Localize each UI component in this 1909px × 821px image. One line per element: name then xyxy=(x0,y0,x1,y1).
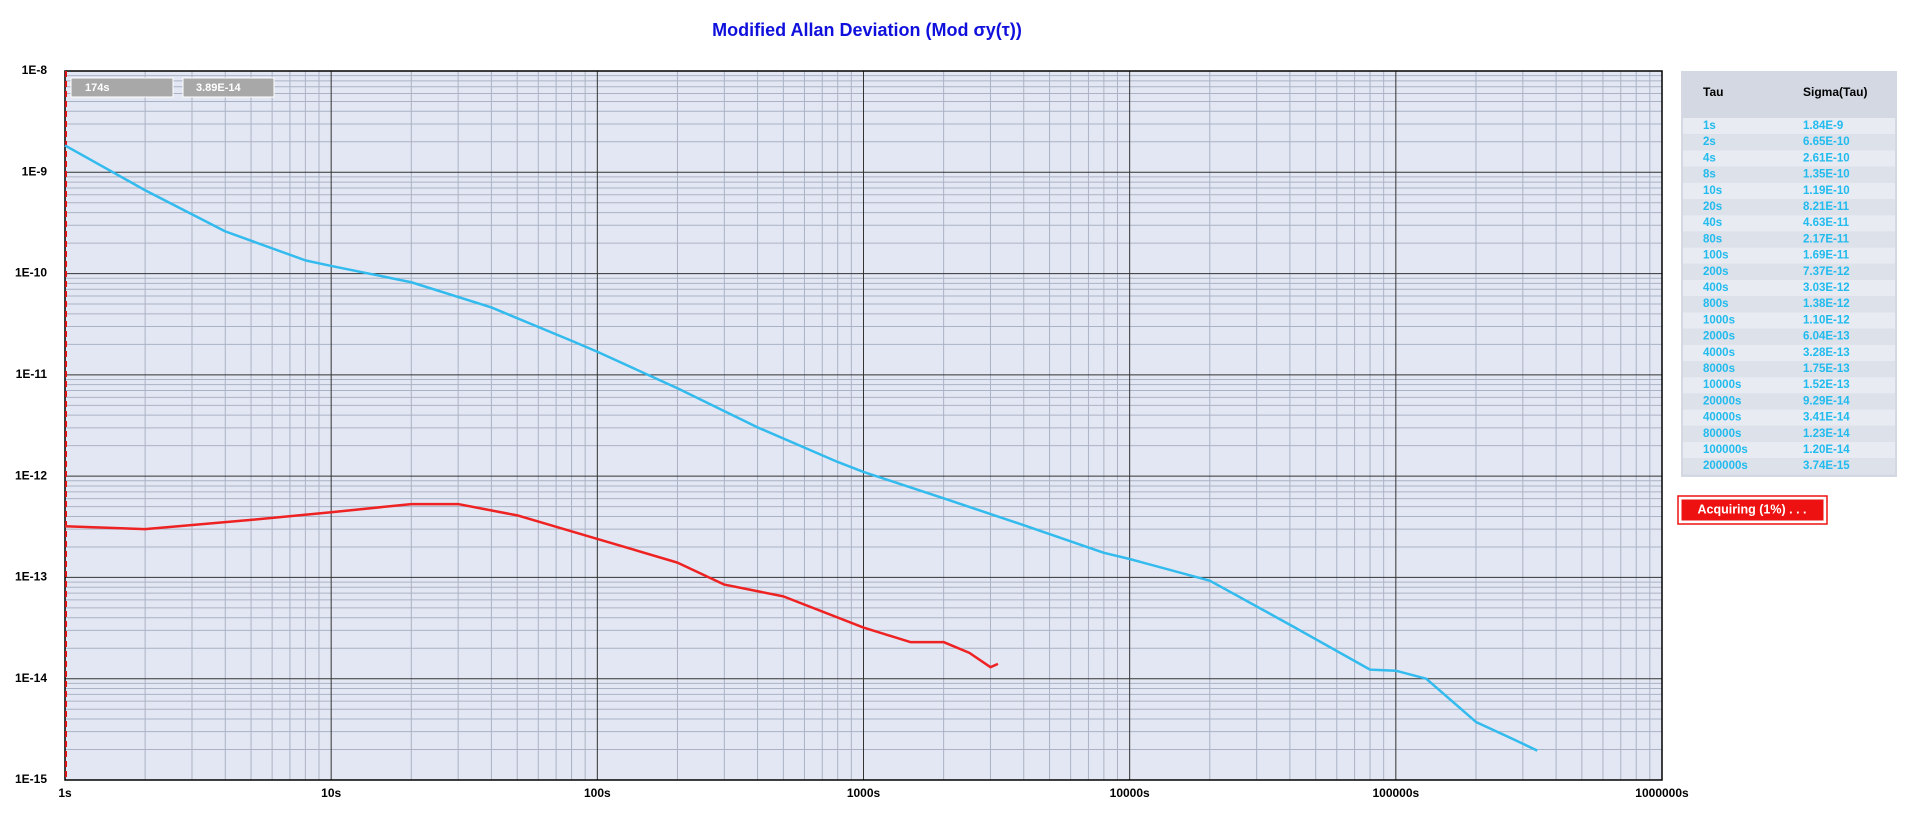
table-cell: 2.17E-11 xyxy=(1803,233,1850,245)
table-cell: 8.21E-11 xyxy=(1803,201,1850,213)
table-row xyxy=(1683,377,1895,394)
x-tick-label: 1000s xyxy=(847,786,881,800)
table-cell: 4000s xyxy=(1703,347,1735,359)
y-tick-label: 1E-9 xyxy=(22,164,48,178)
status-text: Acquiring (1%) . . . xyxy=(1697,502,1806,516)
table-row xyxy=(1683,361,1895,378)
y-tick-label: 1E-11 xyxy=(16,367,48,381)
table-cell: 1.19E-10 xyxy=(1803,185,1850,197)
table-cell: 2000s xyxy=(1703,331,1735,343)
table-cell: 200000s xyxy=(1703,460,1748,472)
table-cell: 1.84E-9 xyxy=(1803,120,1843,132)
table-cell: 1.35E-10 xyxy=(1803,169,1850,181)
table-cell: 20s xyxy=(1703,201,1722,213)
table-cell: 40s xyxy=(1703,217,1722,229)
table-cell: 3.41E-14 xyxy=(1803,412,1850,424)
table-cell: 6.04E-13 xyxy=(1803,331,1850,343)
status-badge xyxy=(1680,498,1825,522)
table-header: Sigma(Tau) xyxy=(1803,85,1867,99)
table-cell: 1s xyxy=(1703,120,1716,132)
chart-title: Modified Allan Deviation (Mod σy(τ)) xyxy=(712,20,1022,40)
table-cell: 8000s xyxy=(1703,363,1735,375)
table-cell: 1.75E-13 xyxy=(1803,363,1850,375)
table-cell: 8s xyxy=(1703,169,1716,181)
table-cell: 400s xyxy=(1703,282,1729,294)
table-cell: 200s xyxy=(1703,266,1729,278)
y-tick-label: 1E-12 xyxy=(15,468,47,482)
table-cell: 20000s xyxy=(1703,395,1741,407)
table-row xyxy=(1683,166,1895,183)
table-cell: 3.03E-12 xyxy=(1803,282,1850,294)
table-row xyxy=(1683,280,1895,297)
table-cell: 100s xyxy=(1703,250,1729,262)
x-tick-label: 10000s xyxy=(1110,786,1150,800)
x-tick-label: 100s xyxy=(584,786,611,800)
series-line xyxy=(64,144,1538,752)
table-cell: 1.23E-14 xyxy=(1803,428,1850,440)
table-cell: 3.74E-15 xyxy=(1803,460,1850,472)
table-row xyxy=(1683,312,1895,329)
y-tick-label: 1E-8 xyxy=(22,63,48,77)
table-row xyxy=(1683,199,1895,216)
table-row xyxy=(1683,393,1895,410)
table-row xyxy=(1683,409,1895,426)
table-cell: 2.61E-10 xyxy=(1803,152,1850,164)
series-line xyxy=(64,502,999,669)
table-cell: 3.28E-13 xyxy=(1803,347,1850,359)
table-cell: 1.10E-12 xyxy=(1803,314,1850,326)
table-cell: 4.63E-11 xyxy=(1803,217,1850,229)
table-cell: 10000s xyxy=(1703,379,1741,391)
table-cell: 4s xyxy=(1703,152,1716,164)
x-tick-label: 1s xyxy=(58,786,72,800)
y-tick-label: 1E-13 xyxy=(15,570,47,584)
table-row xyxy=(1683,344,1895,361)
table-cell: 800s xyxy=(1703,298,1729,310)
table-row xyxy=(1683,182,1895,199)
status-badge-border xyxy=(1677,495,1828,525)
table-row xyxy=(1683,442,1895,459)
cursor-box xyxy=(70,77,174,98)
x-tick-label: 10s xyxy=(321,786,341,800)
table-cell: 40000s xyxy=(1703,412,1741,424)
table-cell: 1.52E-13 xyxy=(1803,379,1850,391)
table-row xyxy=(1683,328,1895,345)
table-row xyxy=(1683,263,1895,280)
y-tick-label: 1E-15 xyxy=(15,772,47,786)
table-row xyxy=(1683,134,1895,151)
cursor-tau: 174s xyxy=(85,82,109,94)
table-row xyxy=(1683,118,1895,135)
table-cell: 6.65E-10 xyxy=(1803,136,1850,148)
table-cell: 1.20E-14 xyxy=(1803,444,1850,456)
table-row xyxy=(1683,150,1895,167)
table-cell: 7.37E-12 xyxy=(1803,266,1850,278)
table-cell: 1.69E-11 xyxy=(1803,250,1850,262)
table-cell: 10s xyxy=(1703,185,1722,197)
cursor-sigma: 3.89E-14 xyxy=(196,82,242,94)
x-tick-label: 100000s xyxy=(1372,786,1419,800)
table-cell: 1000s xyxy=(1703,314,1735,326)
table-row xyxy=(1683,247,1895,264)
y-tick-label: 1E-10 xyxy=(15,266,47,280)
table-row xyxy=(1683,296,1895,313)
table-cell: 100000s xyxy=(1703,444,1748,456)
table-header: Tau xyxy=(1703,85,1723,99)
table-cell: 2s xyxy=(1703,136,1716,148)
table-cell: 9.29E-14 xyxy=(1803,395,1850,407)
y-tick-label: 1E-14 xyxy=(15,671,47,685)
table-cell: 80000s xyxy=(1703,428,1741,440)
table-cell: 80s xyxy=(1703,233,1722,245)
x-tick-label: 1000000s xyxy=(1635,786,1689,800)
table-row xyxy=(1683,215,1895,232)
table-row xyxy=(1683,425,1895,442)
cursor-box xyxy=(182,77,275,98)
table-cell: 1.38E-12 xyxy=(1803,298,1850,310)
table-row xyxy=(1683,458,1895,475)
table-row xyxy=(1683,231,1895,248)
